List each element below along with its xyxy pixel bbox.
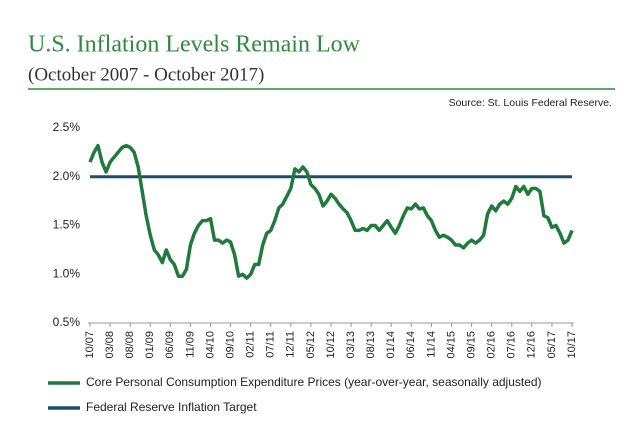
x-tick-label: 03/13 xyxy=(345,331,357,359)
x-tick-label: 06/14 xyxy=(405,331,417,359)
y-tick-label: 2.5% xyxy=(53,120,81,134)
x-tick-label: 04/15 xyxy=(445,331,457,359)
x-tick-label: 10/12 xyxy=(325,331,337,359)
y-tick-label: 2.0% xyxy=(53,169,81,183)
source-note: Source: St. Louis Federal Reserve. xyxy=(449,97,612,109)
x-tick-label: 01/14 xyxy=(385,331,397,359)
x-tick-label: 12/16 xyxy=(526,331,538,359)
legend-label: Federal Reserve Inflation Target xyxy=(86,400,257,414)
legend-label: Core Personal Consumption Expenditure Pr… xyxy=(86,375,542,389)
x-tick-label: 05/12 xyxy=(305,331,317,359)
x-tick-label: 01/09 xyxy=(144,331,156,359)
x-tick-label: 06/09 xyxy=(164,331,176,359)
data-line xyxy=(88,143,574,280)
x-tick-label: 10/07 xyxy=(84,331,96,359)
y-tick-label: 0.5% xyxy=(53,315,81,329)
x-tick-label: 04/10 xyxy=(204,331,216,359)
x-tick-label: 11/14 xyxy=(425,331,437,358)
x-tick-label: 05/17 xyxy=(546,331,558,359)
x-tick-label: 09/10 xyxy=(224,331,236,359)
x-tick-label: 11/09 xyxy=(184,331,196,358)
chart-title: U.S. Inflation Levels Remain Low xyxy=(28,32,361,58)
x-tick-label: 08/08 xyxy=(124,331,136,359)
x-tick-label: 12/11 xyxy=(285,331,297,358)
y-tick-label: 1.0% xyxy=(53,266,81,280)
x-tick-label: 03/08 xyxy=(104,331,116,359)
x-tick-label: 02/11 xyxy=(245,331,257,358)
chart-subtitle: (October 2007 - October 2017) xyxy=(28,64,264,85)
x-tick-label: 07/11 xyxy=(265,331,277,358)
x-tick-label: 09/15 xyxy=(465,331,477,359)
x-tick-label: 08/13 xyxy=(365,331,377,359)
x-tick-label: 07/16 xyxy=(506,331,518,359)
x-tick-label: 02/16 xyxy=(486,331,498,359)
x-tick-label: 10/17 xyxy=(566,331,578,359)
y-tick-label: 1.5% xyxy=(53,218,81,232)
